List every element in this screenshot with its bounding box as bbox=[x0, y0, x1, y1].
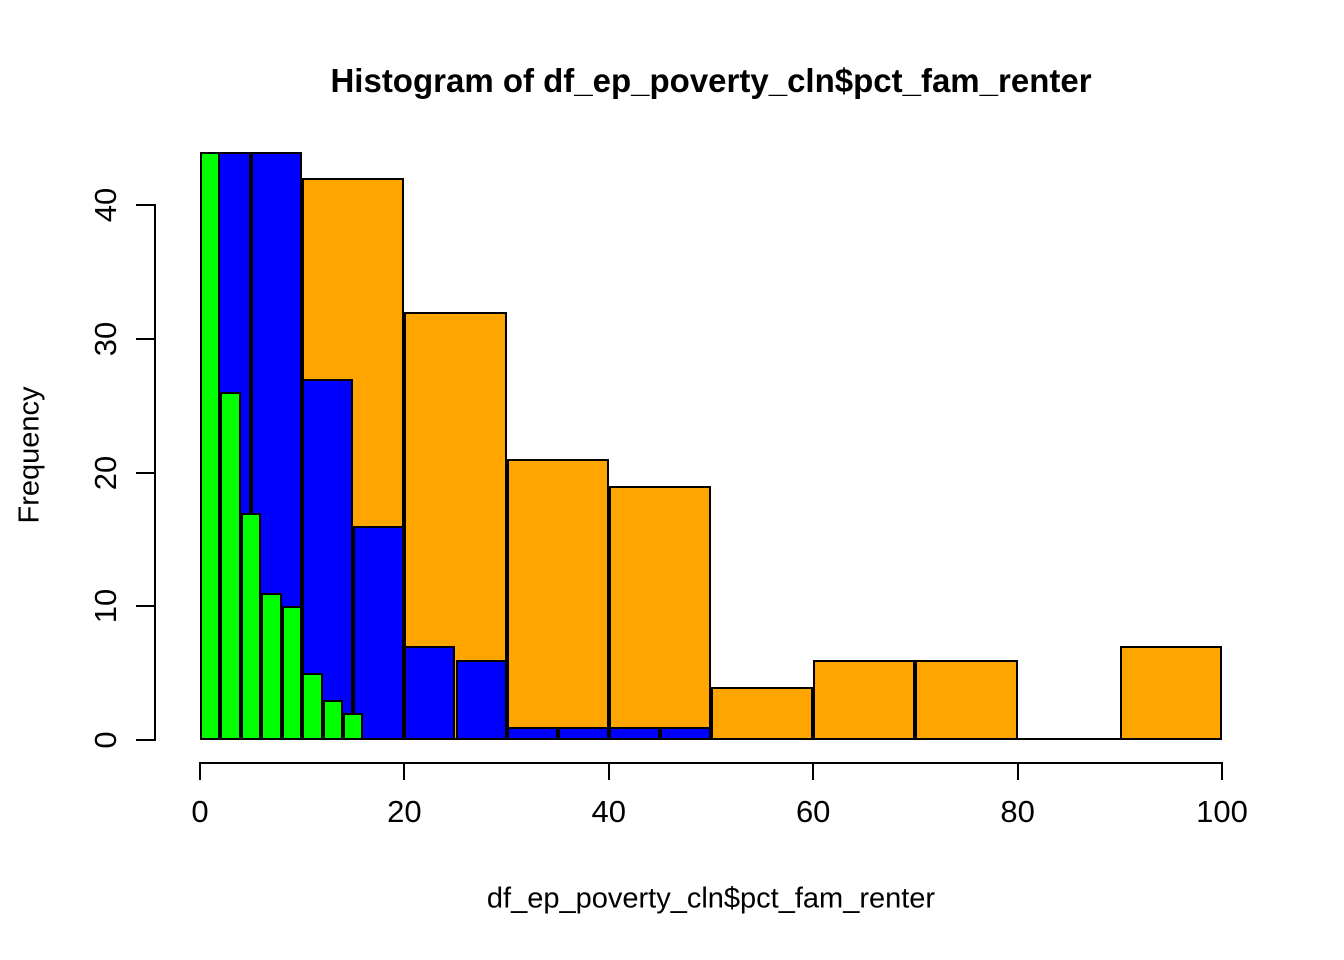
orange-binwidth-10-bar-80-90 bbox=[1017, 738, 1120, 740]
blue-binwidth-5-bar-25-30 bbox=[455, 659, 507, 741]
blue-binwidth-5-bar-20-25 bbox=[404, 646, 456, 740]
blue-binwidth-5-bar-35-40 bbox=[557, 726, 609, 740]
blue-binwidth-5-bar-40-45 bbox=[608, 726, 660, 740]
x-tick-label: 60 bbox=[795, 794, 831, 829]
chart-title: Histogram of df_ep_poverty_cln$pct_fam_r… bbox=[330, 62, 1092, 99]
green-binwidth-2-bar-2-4 bbox=[220, 392, 241, 741]
green-binwidth-2-bar-4-6 bbox=[240, 512, 262, 740]
y-tick-label: 40 bbox=[88, 187, 123, 223]
y-tick bbox=[136, 739, 154, 741]
blue-binwidth-5-bar-30-35 bbox=[506, 726, 558, 740]
y-tick-label: 20 bbox=[88, 455, 123, 490]
y-tick bbox=[136, 204, 154, 206]
x-tick-label: 80 bbox=[1000, 794, 1035, 829]
orange-binwidth-10-bar-70-80 bbox=[915, 659, 1018, 741]
x-axis-line bbox=[199, 762, 1223, 764]
x-tick-label: 100 bbox=[1196, 794, 1248, 829]
x-tick-label: 40 bbox=[591, 794, 627, 829]
blue-binwidth-5-bar-45-50 bbox=[659, 726, 711, 740]
y-tick bbox=[136, 471, 154, 474]
y-tick bbox=[136, 605, 154, 608]
x-tick bbox=[403, 762, 406, 780]
x-tick bbox=[1016, 762, 1019, 780]
x-axis-title: df_ep_poverty_cln$pct_fam_renter bbox=[486, 882, 936, 915]
green-binwidth-2-bar-0-2 bbox=[200, 151, 221, 740]
green-binwidth-2-bar-6-8 bbox=[261, 592, 282, 740]
green-binwidth-2-bar-10-12 bbox=[302, 673, 323, 740]
y-tick-label: 0 bbox=[88, 731, 123, 749]
x-tick bbox=[1221, 762, 1223, 780]
orange-binwidth-10-bar-90-100 bbox=[1119, 646, 1222, 740]
green-binwidth-2-bar-14-16 bbox=[343, 713, 364, 741]
y-tick bbox=[136, 337, 154, 340]
blue-binwidth-5-bar-15-20 bbox=[353, 526, 405, 740]
x-tick-label: 0 bbox=[191, 794, 209, 829]
green-binwidth-2-bar-8-10 bbox=[281, 606, 303, 741]
orange-binwidth-10-bar-30-40 bbox=[506, 459, 609, 740]
x-tick-label: 20 bbox=[387, 794, 422, 829]
y-axis-title: Frequency bbox=[13, 386, 46, 524]
y-tick-label: 10 bbox=[88, 589, 123, 624]
x-tick bbox=[199, 762, 201, 780]
orange-binwidth-10-bar-40-50 bbox=[608, 485, 711, 740]
y-tick-label: 30 bbox=[88, 321, 123, 357]
orange-binwidth-10-bar-50-60 bbox=[711, 686, 814, 740]
orange-binwidth-10-bar-60-70 bbox=[813, 659, 916, 741]
green-binwidth-2-bar-12-14 bbox=[322, 699, 343, 740]
x-tick bbox=[812, 762, 815, 780]
y-axis-line bbox=[154, 204, 156, 741]
x-tick bbox=[607, 762, 610, 780]
